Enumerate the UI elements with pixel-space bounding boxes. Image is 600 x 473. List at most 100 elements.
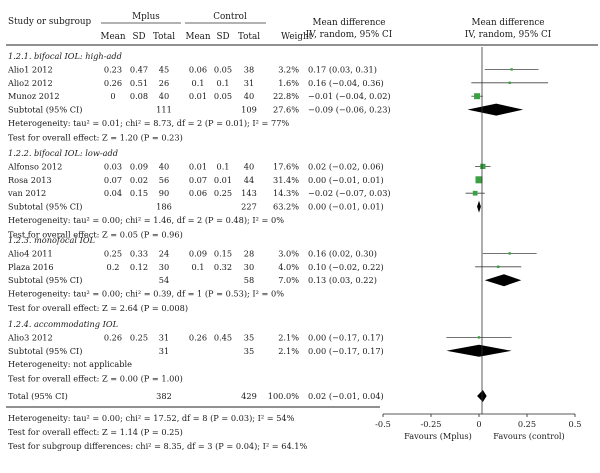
study-ci-text: 0.10 (−0.02, 0.22) [308,262,384,272]
x-tick-label: 0 [476,419,481,429]
study-name: Alfonso 2012 [7,161,62,171]
subtotal-weight: 2.1% [278,346,299,356]
study-mplus-sd: 0.02 [130,175,148,185]
study-weight: 4.0% [278,262,299,272]
study-control-sd: 0.1 [216,161,229,171]
study-mplus-total: 45 [159,64,169,74]
study-name: Alio3 2012 [7,332,53,342]
heterogeneity-text: Heterogeneity: tau² = 0.00; chi² = 0.39,… [8,289,284,299]
study-control-total: 143 [241,188,257,198]
study-mplus-total: 40 [159,91,169,101]
subtotal-ci-text: 0.13 (0.03, 0.22) [308,275,377,285]
study-control-sd: 0.32 [214,262,232,272]
study-control-mean: 0.01 [189,91,207,101]
study-control-sd: 0.45 [214,332,232,342]
favours-mplus-label: Favours (Mplus) [404,431,472,441]
subtotal-control-total: 227 [241,202,257,212]
study-name: Rosa 2013 [8,175,52,185]
study-name: van 2012 [7,188,46,198]
study-weight: 14.3% [273,188,299,198]
study-mplus-total: 31 [159,332,169,342]
subgroup-title: 1.2.3. monofocal IOL [8,235,95,245]
x-tick-label: 0.25 [518,419,536,429]
study-weight: 3.2% [278,64,299,74]
study-weight: 17.6% [273,161,299,171]
header-md-text-method: IV, random, 95% CI [306,30,392,40]
study-mplus-mean: 0.25 [104,248,122,258]
header-control-total: Total [238,32,260,42]
study-ci-text: 0.16 (0.02, 0.30) [308,248,377,258]
subtotal-weight: 63.2% [273,202,299,212]
study-mplus-sd: 0.25 [130,332,148,342]
subtotal-diamond [484,274,522,287]
heterogeneity-text: Heterogeneity: not applicable [8,359,132,369]
study-mplus-sd: 0.08 [130,91,148,101]
study-control-mean: 0.1 [191,262,204,272]
study-control-total: 44 [244,175,254,185]
study-name: Alio2 2012 [7,78,53,88]
x-tick-label: -0.5 [375,419,391,429]
subtotal-label: Subtotal (95% CI) [8,275,82,285]
study-marker [496,265,500,269]
subtotal-mplus-total: 31 [159,346,169,356]
study-ci-text: 0.16 (−0.04, 0.36) [308,78,384,88]
footer-heterogeneity: Heterogeneity: tau² = 0.00; chi² = 17.52… [8,413,295,423]
subgroup-title: 1.2.4. accommodating IOL [8,319,118,329]
subtotal-label: Subtotal (95% CI) [8,105,82,115]
study-mplus-total: 26 [159,78,169,88]
heterogeneity-text: Heterogeneity: tau² = 0.00; chi² = 1.46,… [8,215,284,225]
study-name: Alio4 2011 [7,248,53,258]
header-control: Control [213,12,247,22]
study-mplus-mean: 0 [110,91,115,101]
study-control-sd: 0.05 [214,64,232,74]
study-ci-text: 0.02 (−0.02, 0.06) [308,161,384,171]
study-mplus-total: 40 [159,161,169,171]
subtotal-control-total: 58 [244,275,254,285]
header-mplus-mean: Mean [100,32,125,42]
header-md-text: Mean difference [312,18,385,28]
subtotal-weight: 7.0% [278,275,299,285]
study-weight: 3.0% [278,248,299,258]
study-mplus-sd: 0.47 [130,64,148,74]
study-mplus-total: 90 [159,188,169,198]
total-ci-text: 0.02 (−0.01, 0.04) [308,391,384,401]
footer-overall-effect: Test for overall effect: Z = 1.14 (P = 0… [8,427,183,437]
study-ci-text: 0.00 (−0.17, 0.17) [308,332,384,342]
study-mplus-sd: 0.33 [130,248,148,258]
study-control-total: 31 [244,78,254,88]
subtotal-label: Subtotal (95% CI) [8,346,82,356]
favours-control-label: Favours (control) [493,431,564,441]
study-mplus-sd: 0.15 [130,188,148,198]
study-name: Munoz 2012 [8,91,60,101]
study-name: Alio1 2012 [7,64,53,74]
subtotal-weight: 27.6% [273,105,299,115]
study-mplus-sd: 0.09 [130,161,148,171]
study-mplus-mean: 0.23 [104,64,122,74]
study-control-mean: 0.06 [189,188,207,198]
study-control-mean: 0.07 [189,175,207,185]
subtotal-mplus-total: 54 [159,275,169,285]
study-control-sd: 0.15 [214,248,232,258]
header-md-plot-method: IV, random, 95% CI [465,30,551,40]
study-marker [508,81,511,84]
study-ci-text: 0.00 (−0.01, 0.01) [308,175,384,185]
subtotal-ci-text: 0.00 (−0.01, 0.01) [308,202,384,212]
study-weight: 31.4% [273,175,299,185]
study-mplus-total: 24 [159,248,169,258]
study-control-total: 35 [244,332,254,342]
study-mplus-mean: 0.03 [104,161,122,171]
overall-effect-text: Test for overall effect: Z = 0.00 (P = 1… [8,374,183,384]
total-mplus-total: 382 [156,391,172,401]
study-control-mean: 0.09 [189,248,207,258]
subtotal-ci-text: −0.09 (−0.06, 0.23) [308,105,391,115]
study-mplus-mean: 0.26 [104,78,122,88]
study-mplus-total: 56 [159,175,169,185]
subtotal-ci-text: 0.00 (−0.17, 0.17) [308,346,384,356]
study-weight: 1.6% [278,78,299,88]
heterogeneity-text: Heterogeneity: tau² = 0.01; chi² = 8.73,… [8,118,289,128]
overall-effect-text: Test for overall effect: Z = 2.64 (P = 0… [8,303,188,313]
subtotal-diamond [467,103,524,116]
study-marker [472,190,478,196]
study-mplus-mean: 0.04 [104,188,122,198]
